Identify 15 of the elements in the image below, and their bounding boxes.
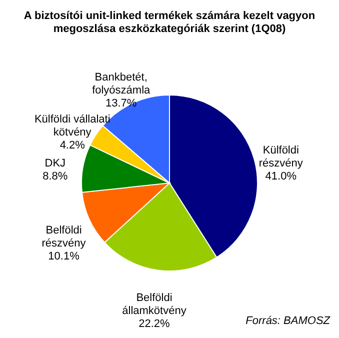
slice-label: Külföldi vállalati kötvény (34, 114, 110, 139)
data-label: 10.1% (48, 250, 80, 263)
text: megoszlása eszközkategóriák szerint (1Q08) (53, 23, 286, 35)
slice-label: DKJ (44, 157, 66, 170)
slice-label: Belföldi államkötvény (122, 292, 187, 317)
data-label: 4.2% (60, 140, 86, 152)
text: A biztosítói unit-linked termékek számára kezelt vagyon (24, 10, 316, 22)
slice-label: Bankbetét, folyószámla (92, 72, 152, 97)
data-label: 22.2% (138, 318, 170, 330)
data-label: 8.8% (42, 170, 68, 182)
data-label: 13.7% (106, 98, 137, 110)
slice-label: Belföldi részvény (42, 224, 86, 250)
slice-label: Külföldi részvény (258, 144, 304, 170)
text: Forrás: BAMOSZ (246, 315, 332, 327)
data-label: 41.0% (265, 170, 297, 183)
